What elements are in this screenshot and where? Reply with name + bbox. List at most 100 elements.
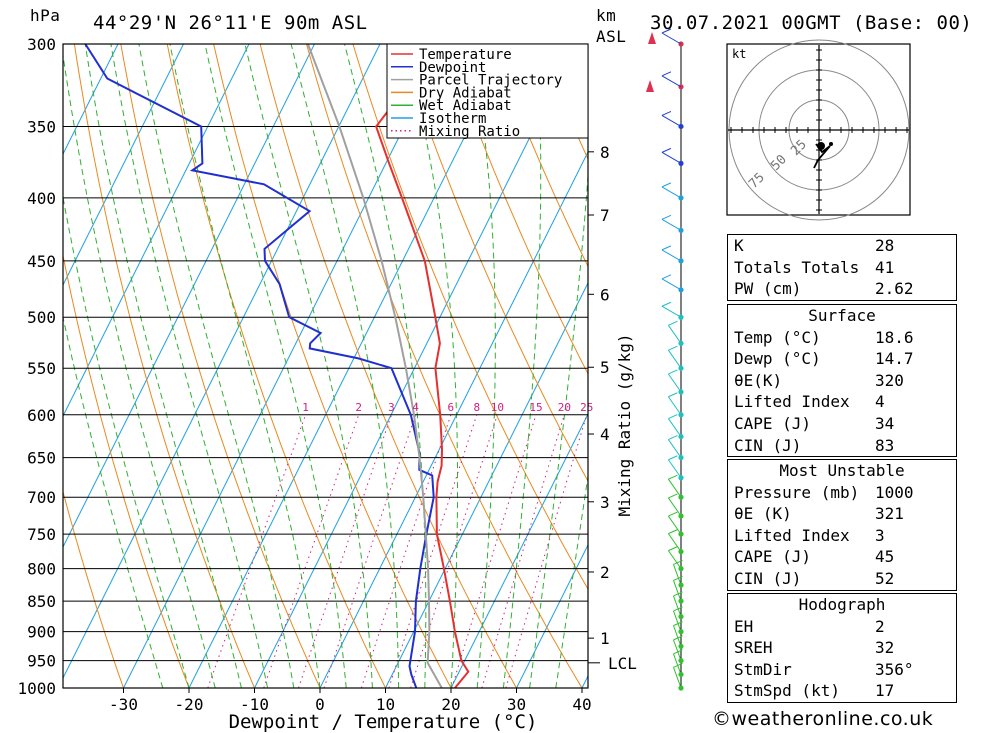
height-tick-label: 2 (600, 563, 610, 582)
pressure-tick-label: 500 (27, 308, 56, 327)
station-location: 44°29'N 26°11'E 90m ASL (93, 12, 368, 34)
hodograph-title: Hodograph (798, 595, 886, 614)
credit-link[interactable]: ©weatheronline.co.uk (712, 708, 934, 730)
wind-barb-feather (668, 369, 678, 375)
wind-level-dot (678, 657, 684, 664)
mixing-ratio-line (505, 414, 588, 688)
wind-barb-staff (661, 249, 682, 262)
height-tick-label: 8 (600, 143, 610, 162)
wind-barb-feather (661, 110, 672, 116)
stmspd-value: 17 (875, 681, 895, 701)
mixing-ratio-line (263, 414, 360, 688)
legend-entry: Parcel Trajectory (419, 73, 562, 89)
isotherm-line (319, 150, 588, 688)
mu-cin-value: 52 (875, 568, 895, 588)
temperature-tick-label: -30 (109, 695, 138, 714)
wind-barb-feather (668, 546, 678, 552)
wind-barb-staff (667, 373, 682, 393)
isotherm-line (123, 44, 446, 688)
wind-barb-feather (661, 28, 672, 34)
wind-level-dot (678, 671, 684, 678)
isotherm-line (63, 44, 119, 156)
pressure-tick-label: 1000 (17, 679, 56, 698)
mixing-ratio-tick-label: 1 (302, 401, 309, 414)
wind-barb-staff (661, 186, 682, 199)
mixing-ratio-tick-label: 3 (388, 401, 395, 414)
profile-dewpoint (84, 44, 435, 688)
isotherm-line (385, 281, 588, 688)
wind-barb-staff (673, 625, 682, 647)
isotherm-line (254, 44, 577, 688)
stmspd-label: StmSpd (kt) (734, 681, 840, 701)
hodograph-storm-marker (817, 142, 825, 150)
temperature-tick-label: -10 (240, 695, 269, 714)
wind-barb-feather (661, 71, 672, 77)
surface-cape-value: 34 (875, 413, 895, 433)
legend-entry: Dry Adiabat (419, 85, 512, 101)
mixing-ratio-line (388, 414, 478, 688)
dry-adiabat-line (445, 44, 588, 375)
wind-pennant (648, 32, 656, 44)
temperature-tick-label: 20 (441, 695, 460, 714)
wind-barb-staff (667, 550, 682, 569)
pressure-tick-label: 950 (27, 652, 56, 671)
mu-cin-label: CIN (J) (734, 568, 802, 588)
temperature-tick-label: 0 (315, 695, 325, 714)
surface-thetae-label: θE(K) (734, 370, 783, 390)
wind-barb-feather (661, 182, 672, 188)
wind-barb-feather (668, 320, 678, 326)
wind-barb-feather (661, 274, 672, 280)
hodograph-table: Hodograph EH 2 SREH 32 StmDir 356° StmSpd (… (727, 593, 957, 703)
mixing-ratio-tick-label: 6 (448, 401, 455, 414)
wind-barb-staff (661, 32, 682, 45)
mu-thetae-value: 321 (875, 504, 904, 524)
wind-barb-staff (673, 610, 682, 632)
pressure-tick-label: 900 (27, 623, 56, 642)
mixing-ratio-axis-label: Mixing Ratio (g/kg) (615, 333, 634, 516)
mixing-ratio-line (360, 414, 452, 688)
pressure-tick-label: 750 (27, 525, 56, 544)
wind-barb-staff (667, 459, 682, 479)
wind-barb-feather (668, 529, 678, 535)
x-axis-label: Dewpoint / Temperature (°C) (229, 711, 538, 733)
surface-li-value: 4 (875, 392, 885, 412)
pressure-tick-label: 300 (27, 35, 56, 54)
isotherm-line (516, 543, 588, 688)
lcl-label: LCL (608, 654, 637, 673)
height-tick-label: 5 (600, 358, 610, 377)
mixing-ratio-line (410, 414, 498, 688)
legend-entry: Wet Adiabat (419, 98, 512, 114)
wind-barb-staff (667, 396, 682, 416)
wind-barb-staff (661, 151, 682, 164)
wind-barb-feather (661, 214, 672, 220)
plot-frame (62, 43, 589, 689)
height-tick-label: 1 (600, 629, 610, 648)
wind-barb-feather (668, 392, 678, 398)
temperature-tick-label: -20 (175, 695, 204, 714)
sreh-label: SREH (734, 638, 773, 658)
mixing-ratio-tick-label: 25 (580, 401, 593, 414)
wind-barb-staff (667, 478, 682, 498)
mixing-ratio-tick-label: 8 (473, 401, 480, 414)
most-unstable-title: Most Unstable (779, 461, 905, 480)
wind-barb-staff (661, 75, 682, 88)
temperature-tick-label: 30 (507, 695, 526, 714)
wind-barb-feather (673, 559, 683, 565)
wet-adiabat-line (204, 44, 347, 688)
isobars (63, 44, 588, 688)
height-tick-label: 4 (600, 425, 610, 444)
surface-dewp-value: 14.7 (875, 349, 914, 369)
isotherm-line (450, 412, 588, 688)
dry-adiabat-line (166, 44, 386, 688)
wind-barb-feather (661, 301, 672, 307)
surface-temp-label: Temp (°C) (734, 327, 821, 347)
surface-li-label: Lifted Index (734, 392, 850, 412)
surface-cape-label: CAPE (J) (734, 413, 812, 433)
wet-adiabat-line (404, 44, 458, 688)
mu-li-label: Lifted Index (734, 525, 850, 545)
height-axis: 1 2 3 4 5 6 7 8 LCL (588, 143, 637, 673)
wind-barb-staff (667, 418, 682, 437)
